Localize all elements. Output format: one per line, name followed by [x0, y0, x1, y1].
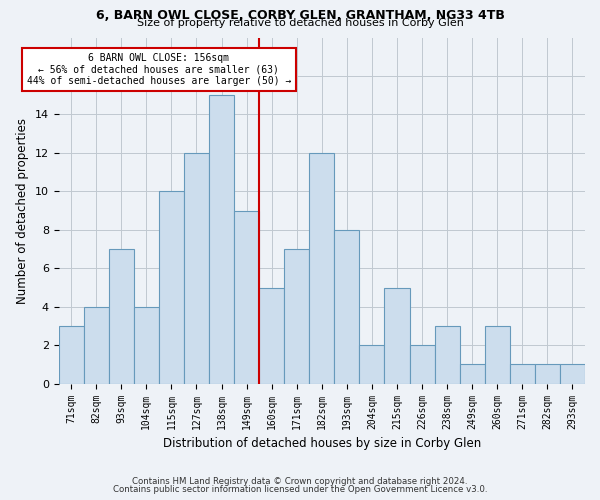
- Bar: [184, 153, 209, 384]
- Bar: [460, 364, 485, 384]
- Bar: [434, 326, 460, 384]
- Bar: [309, 153, 334, 384]
- Bar: [159, 192, 184, 384]
- Bar: [209, 95, 234, 384]
- Text: Contains public sector information licensed under the Open Government Licence v3: Contains public sector information licen…: [113, 485, 487, 494]
- Bar: [485, 326, 510, 384]
- Bar: [410, 345, 434, 384]
- Bar: [510, 364, 535, 384]
- Bar: [109, 249, 134, 384]
- Text: 6, BARN OWL CLOSE, CORBY GLEN, GRANTHAM, NG33 4TB: 6, BARN OWL CLOSE, CORBY GLEN, GRANTHAM,…: [95, 9, 505, 22]
- Bar: [385, 288, 410, 384]
- Bar: [284, 249, 309, 384]
- Bar: [359, 345, 385, 384]
- Y-axis label: Number of detached properties: Number of detached properties: [16, 118, 29, 304]
- Text: Size of property relative to detached houses in Corby Glen: Size of property relative to detached ho…: [137, 18, 463, 28]
- Bar: [134, 307, 159, 384]
- Bar: [59, 326, 83, 384]
- Text: Contains HM Land Registry data © Crown copyright and database right 2024.: Contains HM Land Registry data © Crown c…: [132, 477, 468, 486]
- Text: 6 BARN OWL CLOSE: 156sqm
← 56% of detached houses are smaller (63)
44% of semi-d: 6 BARN OWL CLOSE: 156sqm ← 56% of detach…: [26, 53, 291, 86]
- X-axis label: Distribution of detached houses by size in Corby Glen: Distribution of detached houses by size …: [163, 437, 481, 450]
- Bar: [535, 364, 560, 384]
- Bar: [83, 307, 109, 384]
- Bar: [334, 230, 359, 384]
- Bar: [259, 288, 284, 384]
- Bar: [234, 210, 259, 384]
- Bar: [560, 364, 585, 384]
